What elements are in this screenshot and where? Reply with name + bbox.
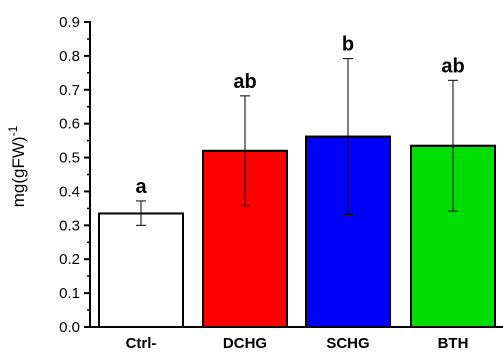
error-bars-group — [136, 58, 458, 226]
y-tick-label: 0.3 — [59, 217, 80, 234]
significance-label: ab — [233, 71, 256, 93]
x-category-label: BTH — [438, 335, 469, 352]
x-category-label: DCHG — [223, 335, 267, 352]
category-labels-group: Ctrl- DCHG SCHG BTH — [126, 335, 469, 352]
y-tick-label: 0.2 — [59, 251, 80, 268]
y-tick-label: 0.4 — [59, 183, 80, 200]
y-tick-label: 0.8 — [59, 48, 80, 65]
significance-label: ab — [441, 55, 464, 77]
y-tick-label: 0.6 — [59, 116, 80, 133]
bars-group — [98, 135, 496, 329]
y-tick-label: 0.0 — [59, 319, 80, 336]
y-tick-label: 0.5 — [59, 150, 80, 167]
significance-label: b — [342, 34, 354, 56]
y-axis-ticks: 0.0 0.1 0.2 0.3 0.4 0.5 0.6 0.7 0.8 0.9 — [59, 14, 90, 336]
y-axis-title-superscript: -1 — [6, 125, 20, 136]
x-category-label: SCHG — [326, 335, 369, 352]
y-axis-title-main: mg(gFW) — [9, 136, 28, 207]
significance-label: a — [135, 176, 147, 198]
y-tick-label: 0.9 — [59, 14, 80, 31]
y-axis-title: mg(gFW)-1 — [6, 125, 28, 207]
y-tick-label: 0.1 — [59, 285, 80, 302]
x-category-label: Ctrl- — [126, 335, 157, 352]
significance-labels-group: a ab b ab — [135, 34, 464, 198]
y-tick-label: 0.7 — [59, 82, 80, 99]
bar-ctrl — [98, 212, 184, 329]
